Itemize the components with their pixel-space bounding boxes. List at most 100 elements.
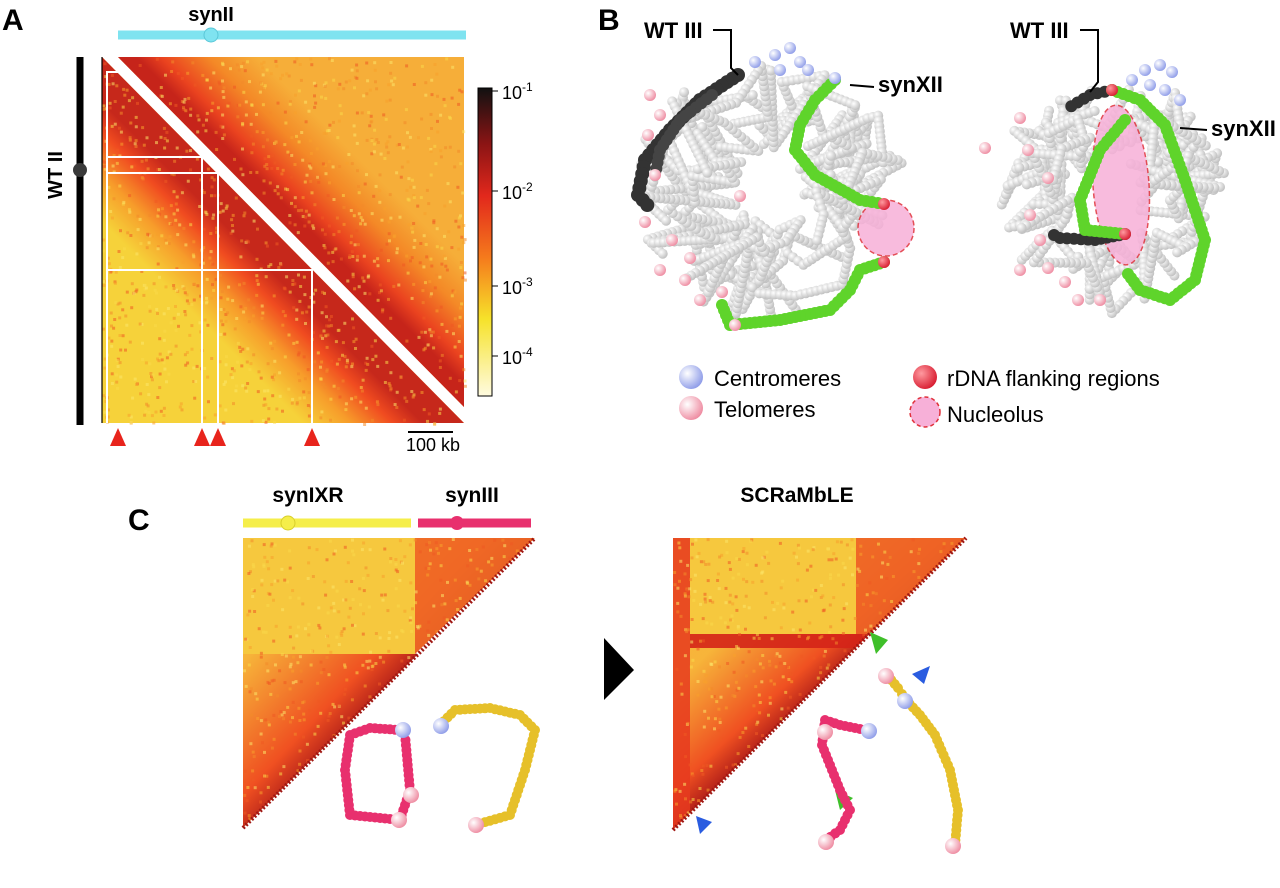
legend-telomeres: Telomeres — [714, 397, 815, 422]
heatmap-speckle — [744, 726, 748, 730]
heatmap-speckle — [337, 703, 341, 707]
heatmap-speckle — [239, 255, 243, 259]
heatmap-speckle — [210, 109, 214, 113]
heatmap-speckle — [192, 240, 196, 244]
heatmap-speckle — [279, 263, 283, 267]
heatmap-speckle — [323, 385, 327, 389]
heatmap-speckle — [183, 353, 187, 357]
heatmap-speckle — [198, 321, 202, 325]
heatmap-speckle — [102, 107, 106, 111]
heatmap-speckle — [409, 616, 413, 620]
heatmap-speckle — [299, 78, 303, 82]
heatmap-speckle — [260, 316, 264, 320]
heatmap-speckle — [440, 353, 444, 357]
heatmap-speckle — [350, 250, 354, 254]
heatmap-speckle — [224, 363, 228, 367]
heatmap-speckle — [752, 636, 756, 640]
heatmap-speckle — [156, 247, 160, 251]
bead — [640, 198, 655, 212]
heatmap-speckle — [295, 401, 299, 405]
heatmap-speckle — [395, 406, 399, 409]
heatmap-speckle — [288, 625, 292, 629]
heatmap-speckle — [268, 181, 272, 185]
heatmap-speckle — [108, 106, 112, 110]
heatmap-speckle — [256, 282, 260, 286]
heatmap-speckle — [445, 618, 449, 622]
heatmap-speckle — [357, 285, 361, 289]
heatmap-speckle — [845, 602, 849, 606]
heatmap-speckle — [716, 572, 720, 576]
heatmap-speckle — [679, 559, 683, 563]
heatmap-speckle — [154, 410, 158, 414]
heatmap-speckle — [291, 589, 295, 593]
heatmap-speckle — [303, 224, 307, 228]
heatmap-speckle — [172, 190, 176, 194]
heatmap-speckle — [440, 603, 444, 607]
heatmap-speckle — [310, 191, 314, 195]
heatmap-speckle — [468, 583, 472, 587]
heatmap-speckle — [329, 397, 333, 401]
heatmap-speckle — [119, 229, 122, 233]
heatmap-speckle — [110, 216, 114, 220]
heatmap-speckle — [433, 63, 437, 66]
heatmap-speckle — [110, 324, 113, 328]
heatmap-speckle — [287, 333, 291, 337]
heatmap-speckle — [407, 656, 411, 660]
bead — [1122, 268, 1134, 280]
heatmap-speckle — [767, 659, 771, 663]
legend-centromeres: Centromeres — [714, 366, 841, 391]
heatmap-speckle — [224, 355, 228, 359]
heatmap-speckle — [445, 268, 449, 272]
heatmap-speckle — [195, 157, 199, 161]
heatmap-speckle — [158, 352, 162, 356]
heatmap-speckle — [103, 62, 107, 66]
heatmap-speckle — [281, 310, 285, 314]
heatmap-speckle — [266, 389, 270, 393]
heatmap-speckle — [369, 120, 373, 124]
heatmap-speckle — [141, 358, 145, 361]
heatmap-speckle — [250, 103, 254, 107]
heatmap-speckle — [267, 567, 271, 571]
heatmap-speckle — [365, 173, 368, 177]
heatmap-speckle — [388, 631, 392, 635]
heatmap-speckle — [274, 141, 278, 145]
heatmap-speckle — [136, 101, 139, 105]
heatmap-speckle — [747, 745, 751, 748]
heatmap-speckle — [874, 592, 878, 596]
heatmap-speckle — [354, 337, 358, 341]
heatmap-speckle — [412, 282, 416, 286]
heatmap-speckle — [150, 378, 154, 382]
heatmap-speckle — [843, 649, 847, 653]
heatmap-speckle — [477, 577, 481, 581]
heatmap-speckle — [320, 360, 324, 364]
heatmap-speckle — [444, 146, 448, 150]
heatmap-speckle — [195, 364, 199, 368]
heatmap-speckle — [281, 323, 285, 327]
heatmap-speckle — [332, 120, 335, 124]
heatmap-speckle — [164, 179, 168, 183]
heatmap-speckle — [703, 597, 707, 601]
heatmap-speckle — [199, 294, 203, 298]
heatmap-speckle — [385, 99, 389, 103]
heatmap-speckle — [108, 101, 112, 105]
heatmap-speckle — [125, 323, 129, 327]
heatmap-speckle — [828, 630, 832, 634]
heatmap-speckle — [244, 386, 248, 390]
heatmap-speckle — [134, 125, 138, 129]
heatmap-speckle — [276, 185, 280, 189]
colorbar-ticks: 10-1 10-2 10-3 10-4 — [492, 80, 533, 368]
heatmap-speckle — [173, 159, 177, 163]
heatmap-speckle — [184, 109, 188, 113]
heatmap-speckle — [295, 134, 298, 138]
heatmap-speckle — [273, 543, 277, 547]
heatmap-speckle — [420, 117, 424, 121]
heatmap-speckle — [419, 196, 423, 200]
heatmap-speckle — [272, 639, 276, 643]
heatmap-speckle — [238, 103, 242, 107]
heatmap-speckle — [184, 363, 188, 367]
heatmap-speckle — [763, 616, 767, 620]
heatmap-speckle — [256, 390, 260, 394]
heatmap-speckle — [307, 109, 311, 113]
heatmap-speckle — [162, 361, 166, 365]
heatmap-speckle — [348, 606, 352, 610]
